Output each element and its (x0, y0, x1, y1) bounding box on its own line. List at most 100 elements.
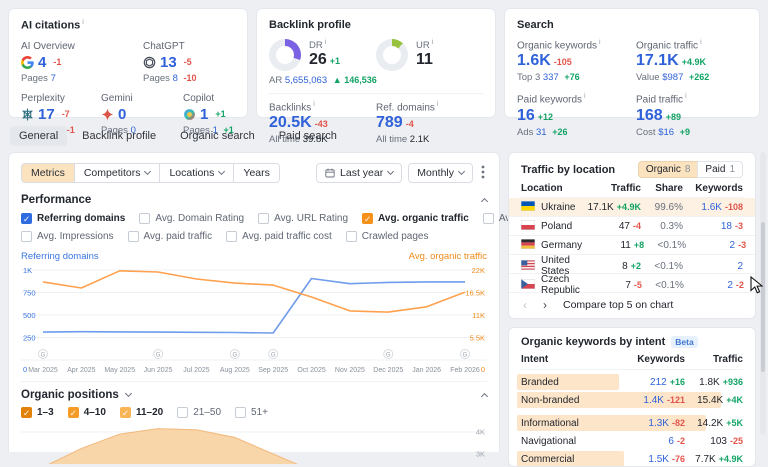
metric-value[interactable]: 16 +12 (517, 106, 554, 124)
checkbox[interactable] (127, 231, 139, 242)
checkbox[interactable] (177, 407, 189, 418)
keywords-value[interactable]: 6 (668, 435, 674, 447)
metric-value[interactable]: 168 +89 (636, 106, 681, 124)
delta-value: -76 (671, 453, 685, 464)
checkbox-option[interactable]: 51+ (235, 407, 268, 418)
checkbox[interactable] (345, 231, 357, 242)
checkbox-option[interactable]: Crawled pages (345, 231, 428, 242)
checkbox[interactable] (482, 213, 494, 224)
segment-years[interactable]: Years (233, 163, 280, 183)
organic-toggle-button[interactable]: Organic 8 (637, 161, 699, 178)
checkbox-option[interactable]: Avg. paid traffic cost (226, 231, 332, 242)
intent-row[interactable]: Branded 212 +16 1.8K +936 (517, 374, 743, 390)
checkbox[interactable] (139, 213, 151, 224)
ar-value[interactable]: 5,655,063 (284, 75, 328, 86)
checkbox-option[interactable]: 21–50 (177, 407, 221, 418)
date-range-button[interactable]: Last year (316, 163, 403, 183)
intent-row[interactable]: Non-branded 1.4K -121 15.4K +4K (517, 392, 743, 408)
segment-competitors[interactable]: Competitors (73, 163, 161, 183)
checkbox-option[interactable]: Avg. Domain Rating (139, 213, 244, 224)
tab-backlink-profile[interactable]: Backlink profile (82, 130, 157, 142)
ref-domains-value[interactable]: 789 -4 (376, 114, 414, 132)
keywords-value[interactable]: 2 (737, 260, 743, 272)
pages-value[interactable]: 8 (172, 72, 178, 84)
intent-label: Commercial (521, 453, 575, 465)
sub-value[interactable]: $16 (658, 126, 675, 138)
metric-value[interactable]: 17 (38, 105, 55, 123)
collapse-chevron-icon[interactable] (480, 197, 489, 206)
metric-value[interactable]: 1.6K -105 (517, 52, 572, 70)
keywords-value[interactable]: 1.3K (648, 417, 669, 429)
metric-value[interactable]: 0 (118, 105, 127, 123)
checkbox-option[interactable]: Avg. URL Rating (258, 213, 348, 224)
url-rating-block: UR i 11 (376, 39, 483, 71)
checkbox[interactable]: ✓ (119, 407, 131, 418)
kebab-menu-icon[interactable] (479, 165, 487, 182)
checkbox-option[interactable]: ✓ Referring domains (21, 213, 125, 224)
intent-row[interactable]: Commercial 1.5K -76 7.7K +4.9K (517, 451, 743, 466)
copilot-icon (183, 108, 196, 121)
sub-value[interactable]: $987 (662, 72, 684, 84)
tab-paid-search[interactable]: Paid search (278, 130, 337, 142)
page-scrollbar[interactable] (760, 152, 766, 435)
keywords-value[interactable]: 1.5K (648, 453, 669, 465)
keywords-value[interactable]: 2 (727, 279, 733, 291)
svg-text:Dec 2025: Dec 2025 (373, 367, 403, 374)
keywords-value[interactable]: 212 (650, 376, 667, 388)
keywords-value[interactable]: 1.6K (701, 201, 722, 213)
metric-value[interactable]: 17.1K +4.9K (636, 52, 706, 70)
pagination-prev-icon[interactable]: ‹ (523, 298, 527, 312)
checkbox-option[interactable]: ✓ Avg. organic traffic (362, 213, 469, 224)
sub-value[interactable]: 31 (536, 126, 547, 138)
gemini-icon (101, 108, 114, 121)
flag-pl-icon (520, 219, 536, 233)
checkbox-label: Avg. Impressions (37, 231, 114, 242)
location-row[interactable]: Poland 47 -4 0.3% 18 -3 (509, 217, 755, 236)
checkbox[interactable]: ✓ (21, 213, 32, 224)
intent-row[interactable]: Navigational 6 -2 103 -25 (521, 433, 743, 449)
metric-value[interactable]: 13 (160, 53, 177, 71)
checkbox-option[interactable]: ✓ 1–3 (21, 407, 54, 418)
checkbox[interactable] (258, 213, 270, 224)
svg-text:5.5K: 5.5K (470, 333, 485, 342)
checkbox[interactable]: ✓ (362, 213, 374, 224)
metric-value[interactable]: 1 (200, 105, 209, 123)
keywords-value[interactable]: 1.4K (643, 394, 664, 406)
pagination-next-icon[interactable]: › (543, 298, 547, 312)
location-row[interactable]: United States 8 +2 <0.1% 2 (509, 255, 755, 277)
keywords-value[interactable]: 18 (720, 220, 732, 232)
checkbox[interactable] (21, 231, 32, 242)
tab-organic-search[interactable]: Organic search (180, 130, 255, 142)
pages-value[interactable]: 7 (50, 72, 56, 84)
checkbox[interactable]: ✓ (67, 407, 79, 418)
keywords-value[interactable]: 2 (729, 239, 736, 251)
location-row[interactable]: Germany 11 +8 <0.1% 2 -3 (509, 236, 755, 255)
checkbox-option[interactable]: ✓ 4–10 (67, 407, 106, 418)
compare-top5-link[interactable]: Compare top 5 on chart (563, 299, 674, 311)
checkbox[interactable] (226, 231, 238, 242)
sub-value[interactable]: 337 (542, 72, 559, 84)
tab-general[interactable]: General (10, 126, 68, 146)
chevron-down-icon[interactable] (124, 389, 132, 398)
pages-value[interactable]: 0 (130, 124, 136, 136)
checkbox-option[interactable]: Avg. paid traffic (127, 231, 212, 242)
checkbox-option[interactable]: ✓ 11–20 (119, 407, 163, 418)
checkbox[interactable]: ✓ (21, 407, 32, 418)
paid-toggle-button[interactable]: Paid 1 (697, 161, 743, 178)
segment-metrics[interactable]: Metrics (21, 163, 75, 183)
metric-value[interactable]: 4 (38, 53, 47, 71)
location-row[interactable]: Ukraine 17.1K +4.9K 99.6% 1.6K -108 (509, 198, 755, 217)
pages-value[interactable]: 1 (212, 124, 218, 136)
granularity-button[interactable]: Monthly (408, 163, 473, 183)
scrollbar-thumb[interactable] (761, 222, 765, 372)
backlinks-value[interactable]: 20.5K -43 (269, 114, 328, 132)
checkbox[interactable] (235, 407, 247, 418)
collapse-chevron-icon[interactable] (480, 392, 489, 401)
checkbox-option[interactable]: Avg. Impressions (21, 231, 114, 242)
organic-positions-area-chart[interactable]: 4K 3K (21, 424, 487, 467)
intent-row[interactable]: Informational 1.3K -82 14.2K +5K (517, 415, 743, 431)
chatgpt-icon (143, 56, 156, 69)
location-row[interactable]: Czech Republic 7 -5 <0.1% 2 -2 (509, 274, 755, 296)
segment-locations[interactable]: Locations (159, 163, 235, 183)
